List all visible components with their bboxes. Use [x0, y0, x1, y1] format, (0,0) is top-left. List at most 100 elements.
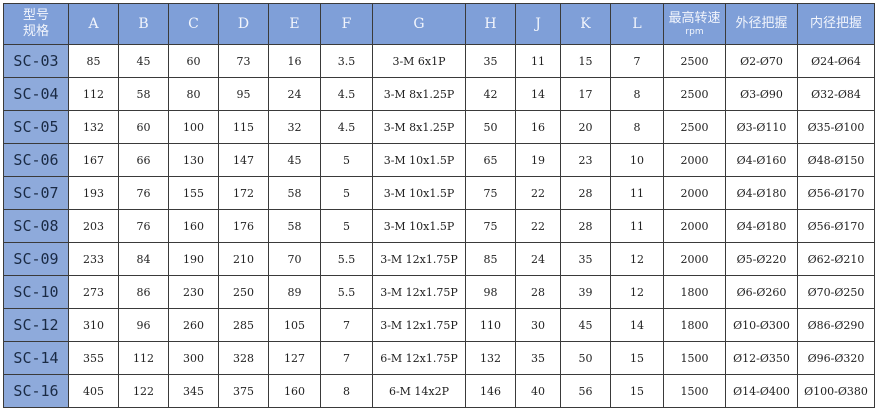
table-cell: 73 — [218, 44, 269, 78]
header-outer-grip: 外径把握 — [725, 3, 798, 45]
table-cell: Ø14-Ø400 — [725, 374, 798, 408]
model-cell: SC-08 — [3, 209, 69, 243]
table-cell: 45 — [268, 143, 321, 177]
table-cell: 15 — [560, 44, 611, 78]
table-cell: 405 — [68, 374, 119, 408]
header-col-c: C — [168, 3, 219, 45]
table-cell: 11 — [610, 176, 664, 210]
table-cell: 89 — [268, 275, 321, 309]
model-cell: SC-06 — [3, 143, 69, 177]
table-cell: 3-M 12x1.75P — [372, 242, 466, 276]
table-cell: 375 — [218, 374, 269, 408]
table-cell: 2500 — [663, 77, 726, 111]
header-inner-grip: 内径把握 — [797, 3, 875, 45]
table-cell: 355 — [68, 341, 119, 375]
table-cell: 15 — [610, 374, 664, 408]
table-cell: 5.5 — [320, 275, 373, 309]
table-cell: Ø70-Ø250 — [797, 275, 875, 309]
table-cell: 310 — [68, 308, 119, 342]
table-cell: 146 — [465, 374, 516, 408]
table-cell: 45 — [118, 44, 169, 78]
table-cell: 147 — [218, 143, 269, 177]
table-cell: Ø4-Ø180 — [725, 209, 798, 243]
table-cell: 3-M 6x1P — [372, 44, 466, 78]
table-row: SC-10 273 86 230 250 89 5.5 3-M 12x1.75P 98 28 39 1… — [3, 275, 875, 309]
table-cell: 23 — [560, 143, 611, 177]
table-cell: 14 — [515, 77, 561, 111]
table-cell: 115 — [218, 110, 269, 144]
table-cell: 85 — [68, 44, 119, 78]
table-cell: 40 — [515, 374, 561, 408]
table-cell: 16 — [268, 44, 321, 78]
table-row: SC-09 233 84 190 210 70 5.5 3-M 12x1.75P 85 24 35 1… — [3, 242, 875, 276]
model-cell: SC-05 — [3, 110, 69, 144]
table-cell: 86 — [118, 275, 169, 309]
model-cell: SC-07 — [3, 176, 69, 210]
table-row: SC-07 193 76 155 172 58 5 3-M 10x1.5P 75 22 28 11 20… — [3, 176, 875, 210]
table-cell: 110 — [465, 308, 516, 342]
table-cell: Ø12-Ø350 — [725, 341, 798, 375]
model-cell: SC-04 — [3, 77, 69, 111]
header-col-h: H — [465, 3, 516, 45]
table-cell: 39 — [560, 275, 611, 309]
table-cell: 35 — [515, 341, 561, 375]
table-cell: 50 — [465, 110, 516, 144]
table-cell: 273 — [68, 275, 119, 309]
table-body: SC-03 85 45 60 73 16 3.5 3-M 6x1P 35 11 15 7 2500 Ø2-… — [3, 44, 875, 408]
header-col-k: K — [560, 3, 611, 45]
table-cell: 85 — [465, 242, 516, 276]
table-cell: 12 — [610, 275, 664, 309]
table-cell: 24 — [268, 77, 321, 111]
table-cell: 5 — [320, 176, 373, 210]
table-cell: 3-M 12x1.75P — [372, 308, 466, 342]
table-cell: 127 — [268, 341, 321, 375]
header-max-speed: 最高转速 rpm — [663, 3, 726, 45]
table-row: SC-14 355 112 300 328 127 7 6-M 12x1.75P 132 35 50… — [3, 341, 875, 375]
table-cell: 1800 — [663, 275, 726, 309]
table-row: SC-12 310 96 260 285 105 7 3-M 12x1.75P 110 30 45 1… — [3, 308, 875, 342]
table-cell: 58 — [118, 77, 169, 111]
table-cell: 8 — [320, 374, 373, 408]
table-row: SC-03 85 45 60 73 16 3.5 3-M 6x1P 35 11 15 7 2500 Ø2-… — [3, 44, 875, 78]
header-row: 型号 规格 A B C D E F G H J K L 最高转速 rpm 外径把握 内径把握 — [3, 3, 875, 45]
table-cell: 96 — [118, 308, 169, 342]
table-cell: 7 — [610, 44, 664, 78]
table-cell: 7 — [320, 341, 373, 375]
table-cell: 2500 — [663, 44, 726, 78]
table-cell: 130 — [168, 143, 219, 177]
header-col-f: F — [320, 3, 373, 45]
table-cell: 84 — [118, 242, 169, 276]
table-cell: 190 — [168, 242, 219, 276]
table-cell: 2000 — [663, 143, 726, 177]
header-model-line1: 型号 — [22, 8, 49, 23]
table-cell: Ø4-Ø160 — [725, 143, 798, 177]
table-cell: 210 — [218, 242, 269, 276]
table-cell: 193 — [68, 176, 119, 210]
model-cell: SC-16 — [3, 374, 69, 408]
table-cell: 233 — [68, 242, 119, 276]
table-cell: 24 — [515, 242, 561, 276]
table-cell: 28 — [515, 275, 561, 309]
table-cell: 203 — [68, 209, 119, 243]
table-cell: 60 — [118, 110, 169, 144]
table-cell: 2000 — [663, 209, 726, 243]
table-cell: 328 — [218, 341, 269, 375]
table-cell: 50 — [560, 341, 611, 375]
table-cell: 3-M 8x1.25P — [372, 110, 466, 144]
table-cell: 122 — [118, 374, 169, 408]
table-row: SC-06 167 66 130 147 45 5 3-M 10x1.5P 65 19 23 10 20… — [3, 143, 875, 177]
table-cell: 160 — [268, 374, 321, 408]
table-row: SC-04 112 58 80 95 24 4.5 3-M 8x1.25P 42 14 17 8 250… — [3, 77, 875, 111]
table-cell: 6-M 12x1.75P — [372, 341, 466, 375]
table-cell: 230 — [168, 275, 219, 309]
table-cell: 11 — [515, 44, 561, 78]
table-cell: 35 — [560, 242, 611, 276]
model-cell: SC-03 — [3, 44, 69, 78]
table-cell: 15 — [610, 341, 664, 375]
table-cell: 132 — [465, 341, 516, 375]
table-cell: 100 — [168, 110, 219, 144]
table-cell: 3-M 10x1.5P — [372, 176, 466, 210]
table-cell: 17 — [560, 77, 611, 111]
table-cell: 16 — [515, 110, 561, 144]
table-cell: 98 — [465, 275, 516, 309]
